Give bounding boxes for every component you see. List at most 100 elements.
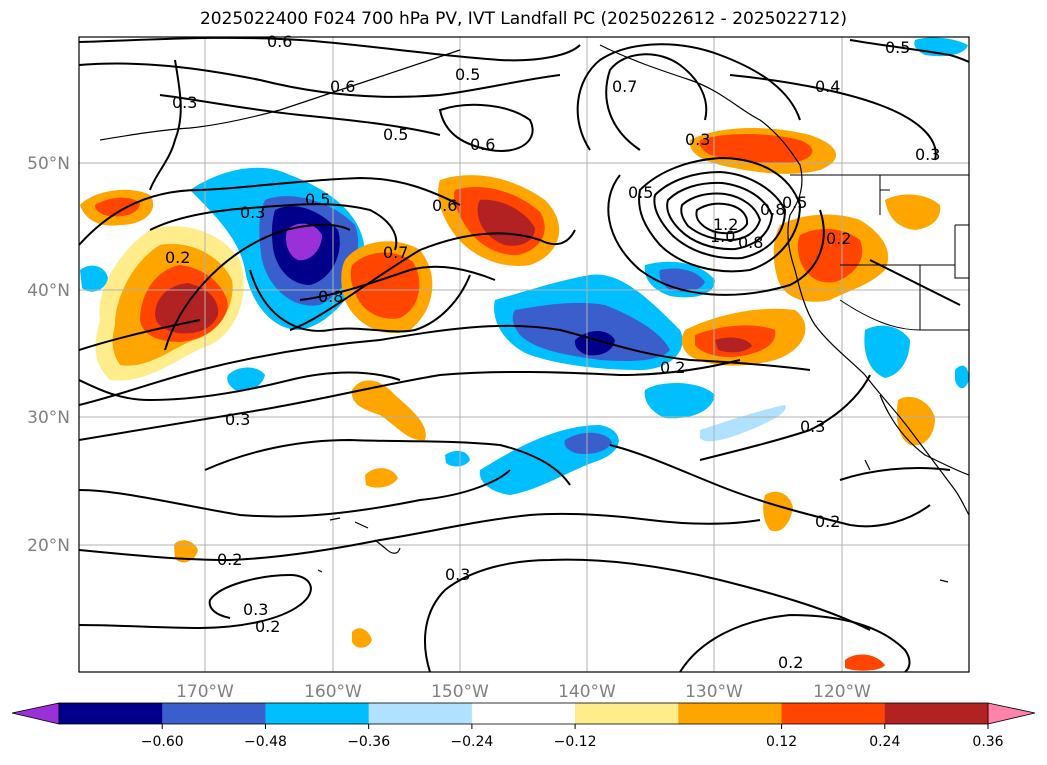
ivt-contour	[299, 265, 496, 301]
ivt-contour	[679, 613, 911, 672]
ivt-contour	[729, 74, 937, 161]
pv-anomaly-positive	[351, 380, 426, 441]
pv-anomaly-positive	[885, 194, 941, 230]
pv-anomaly-positive	[352, 628, 372, 648]
coastline	[599, 44, 969, 516]
contour-label: 0.2	[826, 229, 851, 248]
colorbar: −0.60−0.48−0.36−0.24−0.120.120.240.360.4…	[11, 702, 1036, 750]
contour-label: 0.6	[267, 32, 292, 51]
map-background	[79, 37, 969, 672]
lat-label: 50°N	[27, 154, 70, 174]
pv-anomaly-positive	[699, 134, 813, 164]
colorbar-segment	[162, 703, 266, 724]
colorbar-segment	[781, 703, 886, 724]
border-line	[839, 299, 921, 331]
colorbar-segment	[59, 703, 163, 724]
contour-label: 0.8	[318, 287, 343, 306]
colorbar-tick-label: 0.12	[766, 734, 797, 750]
contour-label: 0.2	[255, 617, 280, 636]
contour-label: 0.7	[612, 77, 637, 96]
pv-anomaly-positive	[715, 337, 752, 353]
ivt-contour	[695, 202, 749, 235]
contour-label: 0.2	[217, 550, 242, 569]
pv-anomaly-negative	[955, 365, 969, 389]
ivt-contour	[699, 374, 871, 461]
pv-anomaly-positive	[763, 491, 793, 532]
contour-label: 1.0	[710, 227, 735, 246]
contour-label: 0.5	[383, 125, 408, 144]
ivt-contour	[79, 37, 581, 62]
pv-anomaly-negative	[80, 265, 108, 292]
ivt-contour	[680, 192, 762, 242]
pv-anomaly-positive	[365, 468, 398, 488]
colorbar-segment	[575, 703, 679, 724]
ivt-contour	[159, 94, 441, 136]
contour-labels: 0.6 0.5 0.5 0.3 0.6 0.5 0.6 0.7 0.4 0.3 …	[165, 32, 940, 672]
pv-anomaly-negative	[700, 405, 786, 442]
ivt-contour	[609, 444, 931, 528]
ivt-contour	[79, 359, 741, 441]
lon-label: 170°W	[176, 682, 234, 702]
contour-label: 0.2	[778, 653, 803, 672]
contour-label: 0.5	[455, 65, 480, 84]
coastline	[879, 394, 969, 476]
contour-label: 0.3	[445, 565, 470, 584]
ivt-contour	[79, 324, 811, 406]
colorbar-segment	[678, 703, 783, 724]
colorbar-segment	[471, 703, 576, 724]
ivt-contour	[249, 269, 471, 333]
coastline	[99, 49, 461, 141]
ivt-contour	[79, 573, 312, 630]
coastlines	[99, 44, 969, 583]
ivt-contour	[666, 181, 774, 251]
pv-anomaly-positive	[896, 396, 935, 446]
colorbar-tick-label: 0.36	[972, 734, 1003, 750]
map-frame	[78, 36, 970, 673]
pv-anomaly-negative	[644, 383, 715, 419]
pv-anomaly-negative	[286, 223, 322, 261]
colorbar-tick-label: −0.12	[554, 734, 597, 750]
colorbar-tick-label: −0.24	[450, 734, 493, 750]
contour-label: 0.2	[165, 248, 190, 267]
ivt-contour	[576, 43, 801, 151]
contour-label: 0.5	[628, 183, 653, 202]
contour-label: 0.4	[815, 77, 840, 96]
ivt-contour	[149, 59, 182, 191]
ivt-contour	[438, 103, 534, 152]
ivt-contour	[79, 319, 201, 351]
contour-label: 0.3	[240, 203, 265, 222]
contour-label: 0.2	[815, 512, 840, 531]
map-title: 2025022400 F024 700 hPa PV, IVT Landfall…	[199, 9, 847, 29]
ivt-contour	[424, 558, 871, 672]
contour-label: 0.3	[243, 600, 268, 619]
colorbar-segment	[368, 703, 473, 724]
colorbar-tick-label: −0.48	[244, 734, 287, 750]
contour-label: 0.5	[885, 38, 910, 57]
lon-label: 140°W	[558, 682, 616, 702]
ivt-contour	[849, 39, 969, 63]
lat-label: 30°N	[27, 408, 70, 428]
pv-anomaly-positive	[155, 283, 219, 334]
longitude-labels: 170°W 160°W 150°W 140°W 130°W 120°W	[176, 682, 871, 702]
ivt-contour	[79, 371, 401, 402]
pv-anomaly-negative	[445, 450, 470, 467]
contour-label: 0.6	[470, 135, 495, 154]
ivt-contour	[79, 176, 461, 246]
ivt-contour	[149, 203, 398, 251]
ivt-contour	[605, 53, 708, 151]
ivt-contour	[79, 469, 511, 518]
pv-anomaly-positive	[797, 228, 863, 283]
lon-label: 120°W	[813, 682, 871, 702]
ivt-contour	[164, 223, 351, 351]
contour-label: 0.3	[685, 130, 710, 149]
contour-label: 0.3	[800, 417, 825, 436]
contour-label: 0.6	[432, 196, 457, 215]
colorbar-segment	[884, 703, 989, 724]
pv-anomaly-positive	[95, 197, 140, 217]
lat-label: 20°N	[27, 536, 70, 556]
ivt-contours	[79, 37, 969, 672]
contour-label: 0.5	[782, 193, 807, 212]
ivt-contour	[638, 156, 802, 273]
contour-label: 0.6	[330, 77, 355, 96]
